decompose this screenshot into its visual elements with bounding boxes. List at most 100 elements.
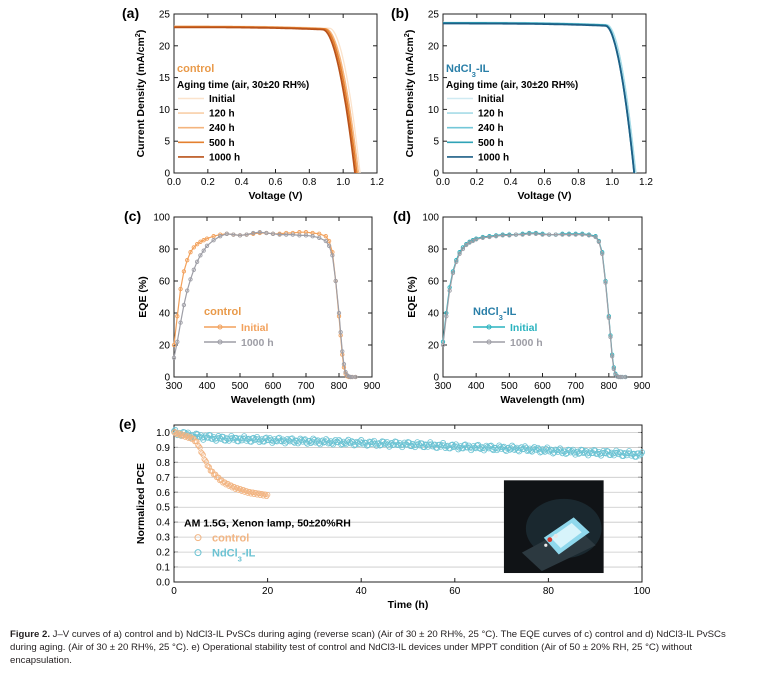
device-label: control	[204, 306, 241, 318]
legend-entry: 500 h	[478, 138, 504, 149]
x-tick-label: 0.2	[470, 177, 484, 188]
y-tick-label: 0.0	[156, 578, 170, 589]
eqe-point	[224, 231, 229, 236]
legend-title: Aging time (air, 30±20 RH%)	[177, 80, 309, 91]
eqe-point	[338, 330, 343, 335]
eqe-point	[480, 235, 485, 240]
legend-entry: 1000 h	[209, 152, 240, 163]
photo-red-clip	[547, 537, 553, 543]
eqe-point	[507, 233, 512, 238]
y-tick-label: 20	[428, 41, 440, 52]
y-tick-label: 60	[159, 277, 171, 288]
x-tick-label: 0.0	[167, 177, 181, 188]
x-tick-label: 80	[543, 586, 555, 597]
eqe-point	[194, 242, 200, 247]
y-tick-label: 0	[433, 169, 439, 180]
mppt-point-ndcl	[594, 450, 601, 457]
x-tick-label: 1.0	[605, 177, 619, 188]
eqe-point	[270, 231, 276, 236]
x-tick-label: 0.4	[235, 177, 249, 188]
eqe-point	[618, 374, 623, 380]
mppt-point-ndcl	[639, 449, 646, 456]
eqe-point	[264, 230, 269, 236]
eqe-point	[198, 253, 203, 258]
jv-curve	[443, 21, 637, 174]
eqe-point	[470, 238, 475, 244]
legend-title: Aging time (air, 30±20 RH%)	[446, 80, 578, 91]
x-tick-label: 300	[166, 381, 183, 392]
y-tick-label: 80	[159, 245, 171, 256]
panel-b: 0.0 0.2 0.4 0.6 0.8 1.0 1.2 0 5 10 15 20 25 Voltage (…	[391, 5, 653, 202]
eqe-point	[171, 342, 177, 348]
x-axis-label: Wavelength (nm)	[231, 394, 315, 406]
device-label: NdCl3-IL	[473, 306, 517, 322]
mppt-point-ndcl	[614, 449, 621, 456]
x-tick-label: 100	[634, 586, 651, 597]
eqe-point	[457, 251, 462, 256]
device-label: control	[177, 63, 214, 75]
legend-marker	[194, 549, 202, 557]
photo-cell-core	[550, 522, 582, 548]
y-tick-label: 0.6	[156, 488, 170, 499]
eqe-point	[533, 231, 539, 236]
eqe-point	[600, 251, 605, 256]
eqe-point	[310, 234, 315, 239]
plot-frame	[173, 13, 378, 174]
legend-marker	[217, 339, 223, 345]
eqe-point	[178, 320, 183, 325]
panel-label: (a)	[122, 5, 139, 21]
y-tick-label: 0.1	[156, 563, 170, 574]
eqe-point	[527, 231, 532, 236]
eqe-point	[540, 232, 545, 237]
legend-entry: Initial	[510, 322, 538, 334]
eqe-point	[440, 342, 446, 348]
mppt-point-control	[264, 491, 271, 498]
y-tick-label: 0.2	[156, 548, 170, 559]
x-tick-label: 800	[331, 381, 348, 392]
legend-entry: 240 h	[209, 123, 235, 134]
eqe-point	[596, 239, 602, 244]
x-tick-label: 0.6	[538, 177, 552, 188]
eqe-point	[171, 355, 177, 360]
y-tick-label: 0	[164, 169, 170, 180]
eqe-point	[204, 243, 210, 248]
legend-marker	[194, 534, 202, 542]
eqe-point	[603, 280, 608, 285]
eqe-point	[474, 237, 479, 242]
eqe-point	[185, 288, 190, 293]
eqe-point	[185, 258, 190, 263]
x-tick-label: 500	[232, 381, 249, 392]
y-tick-label: 20	[428, 341, 440, 352]
legend-entry: control	[212, 533, 249, 545]
legend-marker	[217, 324, 223, 330]
mppt-point-ndcl	[359, 439, 366, 446]
x-tick-label: 600	[265, 381, 282, 392]
eqe-point	[175, 339, 180, 344]
mppt-point-ndcl	[387, 441, 394, 448]
device-photo	[503, 480, 604, 574]
x-tick-label: 1.0	[336, 177, 350, 188]
x-tick-label: 700	[298, 381, 315, 392]
x-tick-label: 400	[199, 381, 216, 392]
photo-white-clip	[553, 533, 558, 539]
eqe-point	[580, 232, 585, 237]
legend-entry: 1000 h	[241, 337, 274, 349]
device-label: NdCl3-IL	[446, 63, 490, 79]
eqe-point	[493, 234, 499, 239]
eqe-point	[593, 234, 598, 240]
y-tick-label: 40	[159, 309, 171, 320]
mppt-point-ndcl	[598, 452, 605, 459]
eqe-point	[610, 354, 615, 359]
eqe-point	[460, 246, 466, 252]
eqe-curve	[442, 233, 626, 378]
y-tick-label: 0	[164, 373, 170, 384]
y-tick-label: 60	[428, 277, 440, 288]
eqe-point	[231, 232, 236, 237]
x-tick-label: 0.6	[269, 177, 283, 188]
y-tick-label: 5	[164, 137, 170, 148]
y-tick-label: 10	[159, 105, 171, 116]
eqe-point	[317, 231, 322, 236]
eqe-point	[546, 232, 552, 237]
eqe-point	[244, 232, 249, 237]
eqe-point	[211, 234, 216, 239]
